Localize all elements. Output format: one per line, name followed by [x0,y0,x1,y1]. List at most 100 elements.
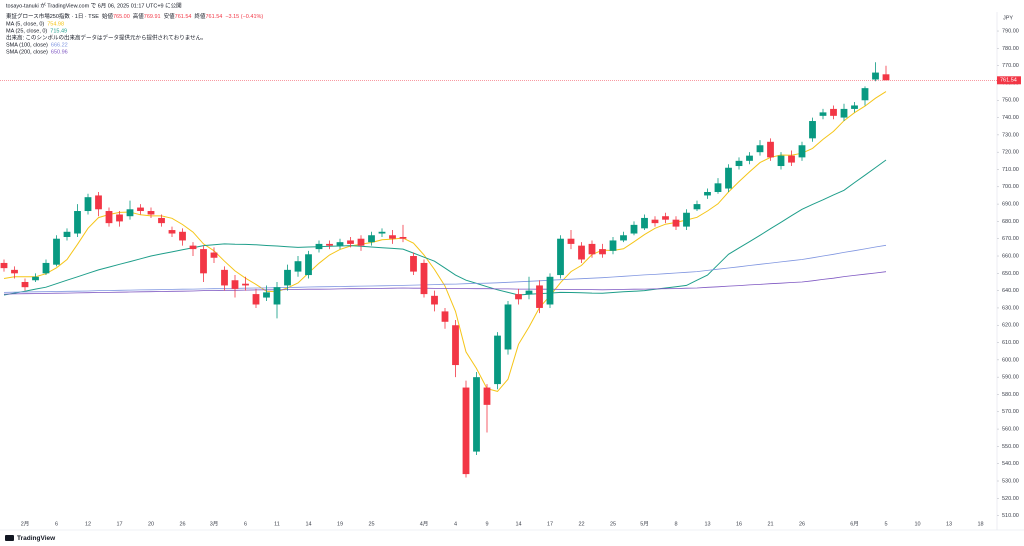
y-tick-label: 520.00 [1002,496,1019,502]
candle [126,200,134,220]
y-tick-label: 510.00 [1002,513,1019,519]
candle [651,216,659,227]
ohlc-value: 765.00 [113,14,130,20]
candle-body [378,231,386,234]
candle-body [882,74,890,81]
candle [326,240,333,250]
candle-body [84,197,92,212]
candle [641,214,648,231]
legend-row: MA (25, close, 0) 715.49 [6,29,67,35]
ohlc-label: 終値 [194,12,206,20]
candle-body [95,195,102,210]
y-tick-label: 710.00 [1002,167,1019,173]
x-tick-label: 6月 [850,520,859,527]
candle [368,231,375,246]
legend-value: 754.98 [47,22,64,28]
candle-body [767,141,774,158]
y-tick-label: 600.00 [1002,357,1019,363]
candle [179,228,186,246]
candle [42,259,50,276]
ohlc-label: 始値 [102,12,114,20]
candle [452,320,459,378]
candle-body [714,183,722,192]
candle-body [452,325,459,366]
ohlc-value: 769.91 [144,14,161,20]
x-tick-label: 13 [704,521,710,527]
candle [231,275,239,298]
legend-name: MA (25, close, 0) [6,29,47,35]
published-note: tosayo-tanuki が TradingView.com で 6月 06,… [6,1,182,9]
x-tick-label: 25 [368,521,374,527]
candle-body [273,287,281,305]
candle-body [704,191,711,196]
x-tick-label: 19 [337,521,343,527]
candle [105,207,113,227]
legend-name: SMA (200, close) [6,50,48,56]
candle [746,152,753,165]
y-tick-label: 670.00 [1002,236,1019,242]
candle [767,138,774,161]
y-tick-label: 550.00 [1002,444,1019,450]
candle [609,236,617,255]
y-tick-label: 660.00 [1002,253,1019,259]
candle [431,290,438,312]
candle [147,207,155,218]
candle-body [588,243,596,255]
candle-body [641,217,648,229]
x-tick-label: 4月 [420,520,429,527]
y-tick-label: 700.00 [1002,184,1019,190]
candle [420,259,428,298]
y-tick-label: 560.00 [1002,427,1019,433]
candle [357,235,365,251]
candle [756,140,764,156]
candle-body [536,285,543,308]
candle-body [662,216,669,220]
y-tick-label: 740.00 [1002,115,1019,121]
candle [116,211,123,227]
x-tick-label: 8 [674,521,677,527]
candle-body [221,269,228,286]
candle [200,245,207,282]
candle-body [420,262,428,295]
y-tick-label: 690.00 [1002,202,1019,208]
candle-body [599,249,606,255]
legend-header: 東証グロース市場250指数 · 1日 · TSE 始値765.00 高値769.91… [6,12,263,20]
candle [137,204,144,215]
x-tick-label: 6 [244,521,247,527]
candle [515,288,522,305]
candle-body [263,292,270,298]
candle [588,240,596,258]
candle [840,103,848,122]
candle-body [284,269,291,286]
candle [504,301,512,355]
candle-body [494,335,501,385]
candle [798,141,806,161]
candle [662,212,669,224]
candle [221,266,228,291]
legend-row: SMA (200, close) 650.96 [6,50,68,56]
candle-body [137,207,144,212]
candle [399,224,407,243]
candle [788,150,795,167]
x-tick-label: 14 [305,521,311,527]
candle-body [410,256,417,272]
candle-body [126,209,134,217]
y-tick-label: 630.00 [1002,305,1019,311]
x-tick-label: 25 [610,521,616,527]
candle [242,276,249,291]
candle-body [609,240,617,251]
y-tick-label: 570.00 [1002,409,1019,415]
x-tick-label: 6 [55,521,58,527]
candle-body [53,238,60,265]
candle-body [368,235,375,243]
candle [305,250,312,279]
candle [557,235,564,279]
candle-body [620,235,627,241]
change: −3.15 (−0.41%) [225,14,263,20]
x-tick-label: 11 [274,521,280,527]
candle [599,243,606,258]
candle [441,307,449,329]
y-tick-label: 580.00 [1002,392,1019,398]
y-tick-label: 530.00 [1002,478,1019,484]
